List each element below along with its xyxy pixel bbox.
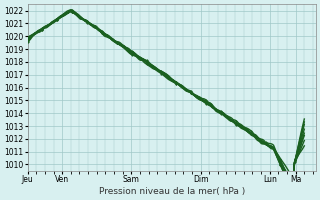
X-axis label: Pression niveau de la mer( hPa ): Pression niveau de la mer( hPa ) <box>99 187 245 196</box>
